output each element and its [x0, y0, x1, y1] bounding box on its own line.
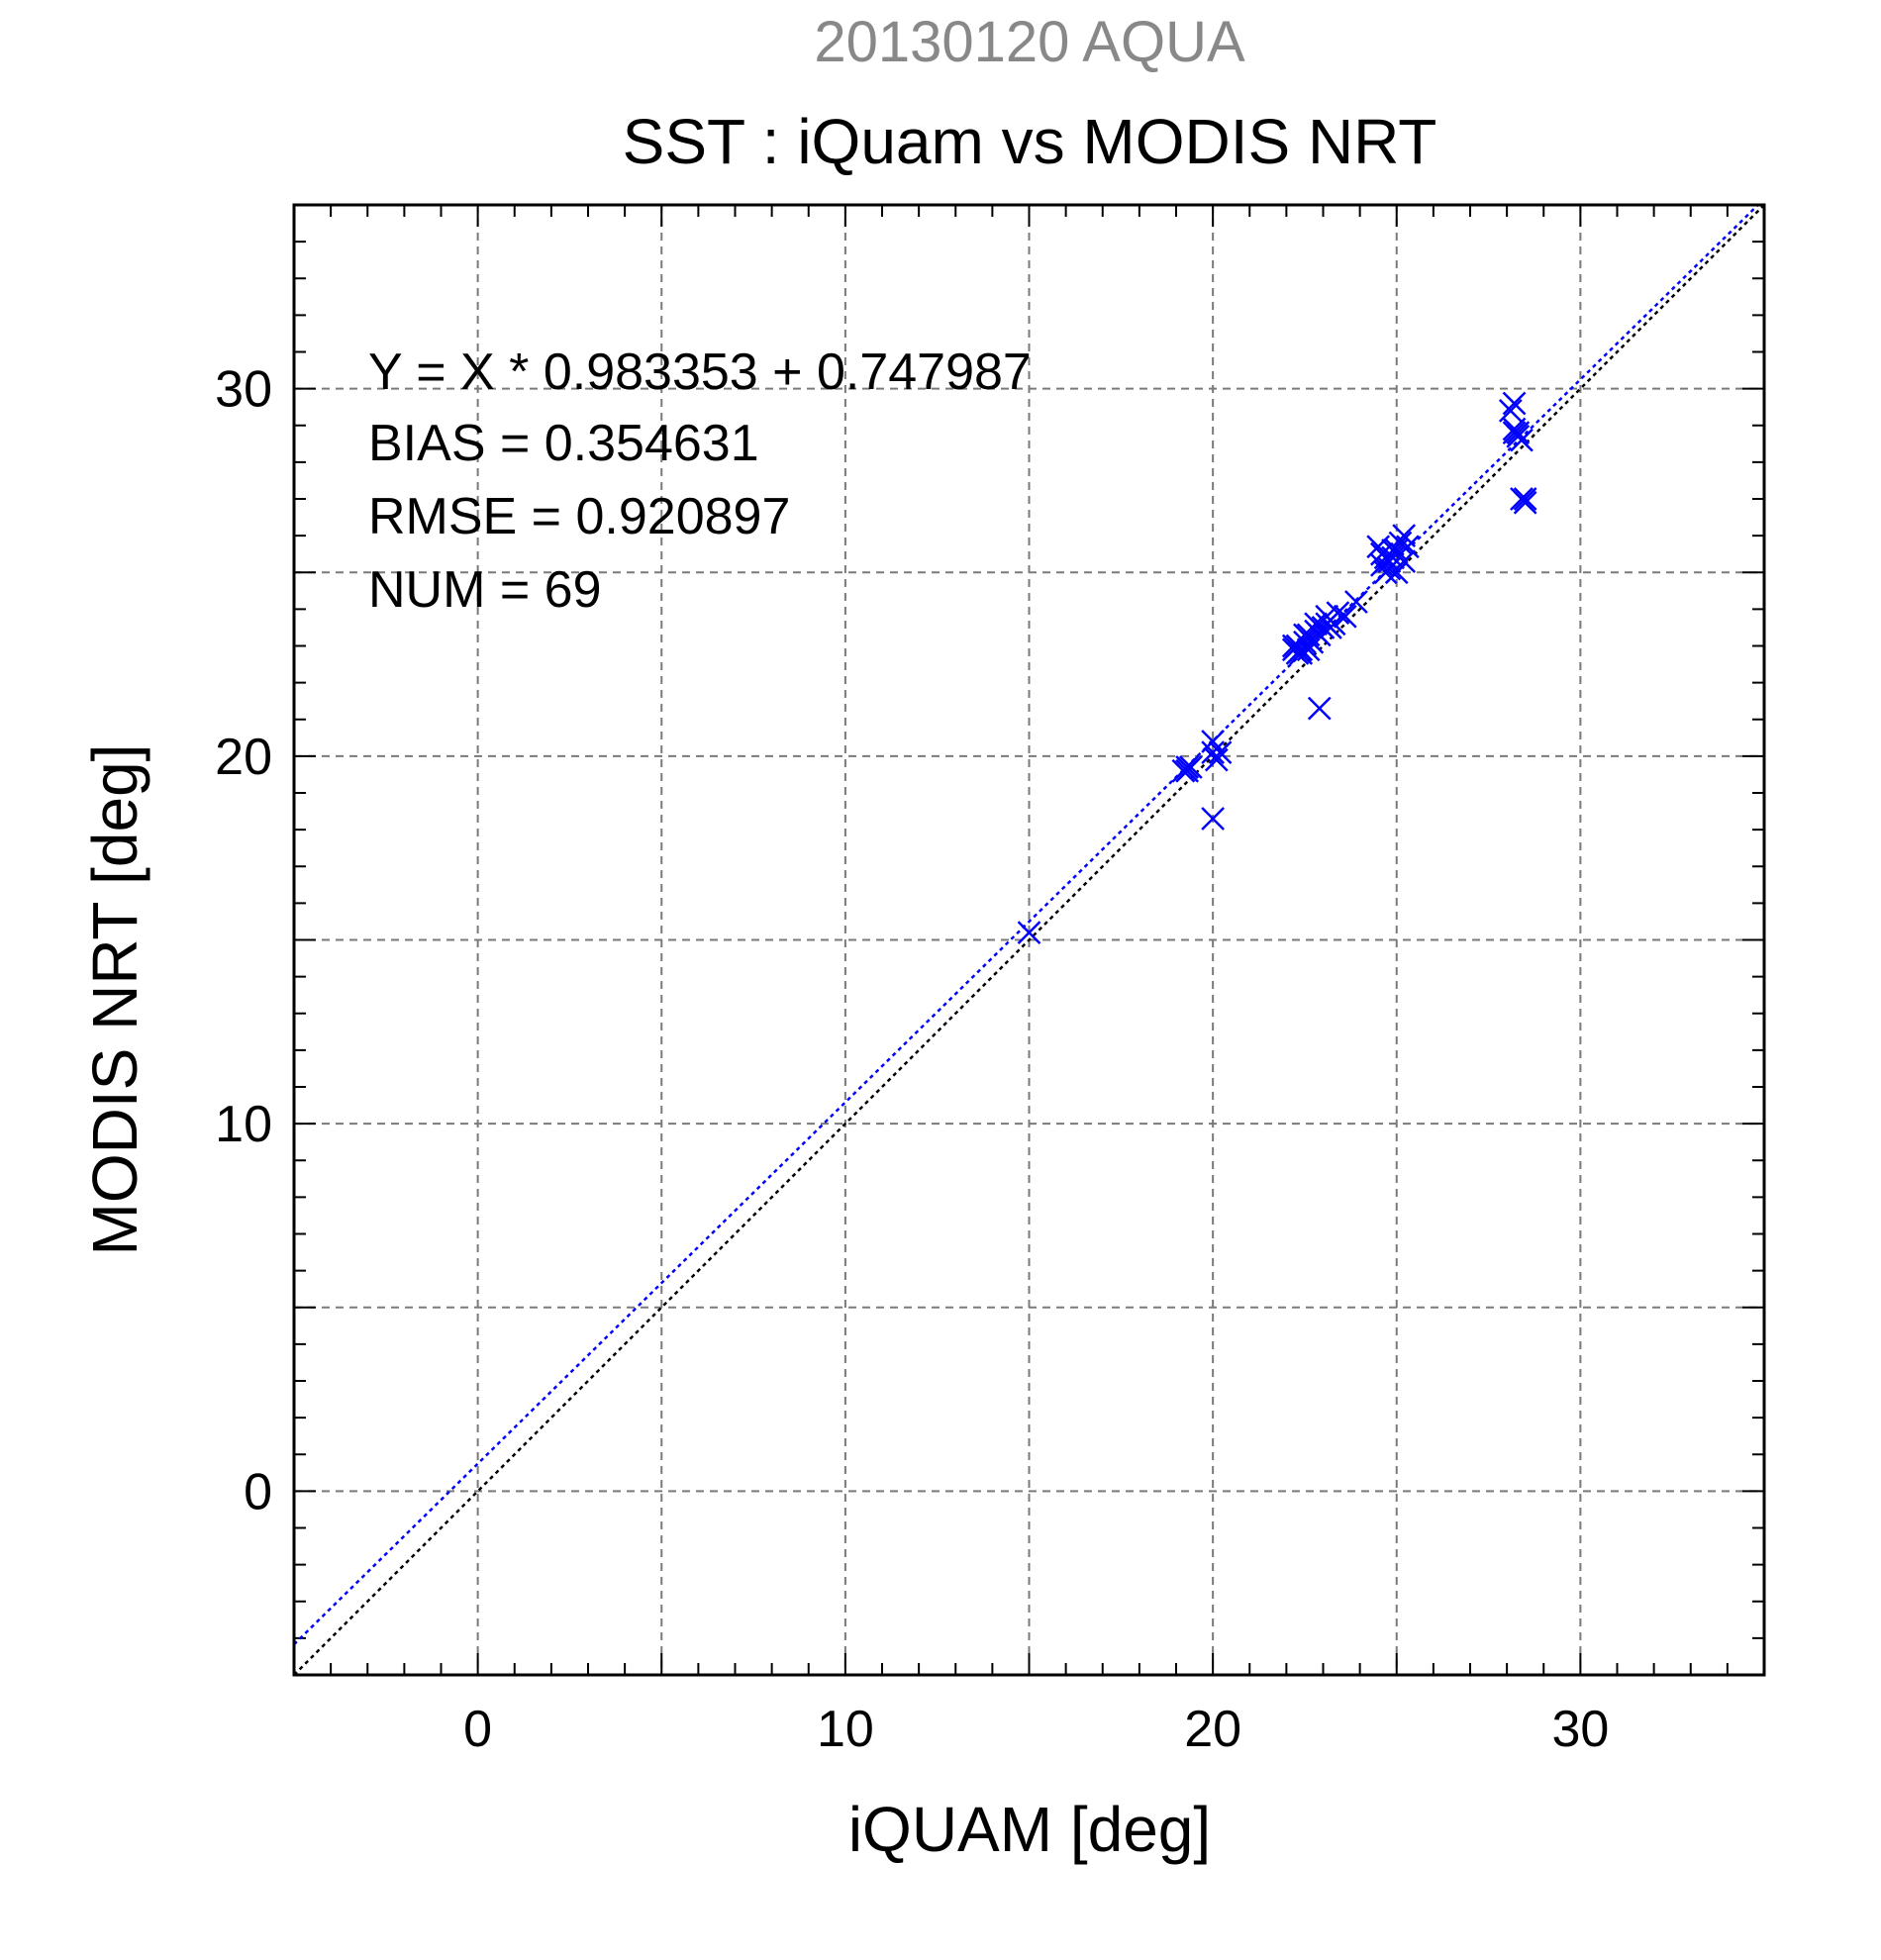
- data-point-stroke: [1296, 637, 1321, 662]
- x-tick-label: 20: [1184, 1701, 1241, 1758]
- data-point-stroke: [1384, 560, 1409, 585]
- data-point: [1513, 487, 1537, 511]
- data-point: [1344, 590, 1368, 614]
- data-point: [1178, 755, 1203, 779]
- x-tick-label: 0: [463, 1701, 492, 1758]
- fit-equation-text: Y = X * 0.983353 + 0.747987: [368, 343, 1032, 401]
- regression-fit-line: [293, 204, 1759, 1646]
- data-points: [1017, 391, 1537, 944]
- x-axis-label: iQUAM [deg]: [848, 1794, 1211, 1865]
- y-tick-label: 20: [215, 729, 272, 786]
- data-point-stroke: [1506, 421, 1531, 445]
- data-point-stroke: [1513, 487, 1537, 511]
- bias-text: BIAS = 0.354631: [368, 415, 759, 472]
- data-point: [1366, 535, 1391, 559]
- chart-subtitle: 20130120 AQUA: [814, 10, 1245, 74]
- data-point: [1017, 921, 1041, 944]
- data-point-stroke: [1201, 807, 1226, 831]
- stats-annotation: Y = X * 0.983353 + 0.747987 BIAS = 0.354…: [368, 343, 1032, 619]
- data-point-stroke: [1381, 545, 1405, 570]
- num-text: NUM = 69: [368, 561, 602, 619]
- data-point: [1326, 601, 1350, 625]
- data-point: [1307, 696, 1332, 721]
- data-point: [1204, 747, 1229, 772]
- data-point-stroke: [1388, 531, 1413, 555]
- x-tick-label: 30: [1551, 1701, 1609, 1758]
- data-point-stroke: [1392, 549, 1417, 573]
- data-point-stroke: [1396, 535, 1420, 559]
- data-point-stroke: [1304, 612, 1328, 637]
- rmse-text: RMSE = 0.920897: [368, 488, 790, 545]
- data-point: [1201, 740, 1226, 765]
- data-point-stroke: [1333, 604, 1357, 629]
- data-point-stroke: [1513, 490, 1537, 515]
- data-point: [1307, 623, 1332, 647]
- data-point: [1289, 637, 1314, 662]
- data-point: [1392, 549, 1417, 573]
- data-point: [1201, 807, 1226, 831]
- data-point-stroke: [1498, 399, 1523, 423]
- y-tick-label: 0: [244, 1463, 272, 1520]
- minor-ticks: [294, 205, 1764, 1675]
- data-point: [1175, 755, 1200, 779]
- y-tick-label: 30: [215, 361, 272, 419]
- plot-frame: [292, 203, 1766, 1677]
- data-point: [1513, 490, 1537, 515]
- data-point-stroke: [1510, 428, 1534, 452]
- tick-labels: 0 10 20 30 0 10 20 30: [215, 361, 1609, 1758]
- data-point-stroke: [1178, 755, 1203, 779]
- y-tick-label: 10: [215, 1096, 272, 1153]
- data-point-stroke: [1326, 601, 1350, 625]
- identity-line: [293, 204, 1765, 1676]
- data-point: [1296, 637, 1321, 662]
- data-point-stroke: [1307, 623, 1332, 647]
- data-point-stroke: [1208, 740, 1233, 765]
- reference-lines: [293, 204, 1765, 1676]
- x-tick-label: 10: [817, 1701, 874, 1758]
- data-point-stroke: [1201, 730, 1226, 753]
- data-point: [1201, 730, 1226, 753]
- data-point: [1506, 421, 1531, 445]
- data-point-stroke: [1289, 637, 1314, 662]
- data-point-stroke: [1204, 747, 1229, 772]
- data-point-stroke: [1201, 740, 1226, 765]
- data-point: [1396, 535, 1420, 559]
- data-point-stroke: [1366, 535, 1391, 559]
- data-point: [1333, 604, 1357, 629]
- data-point: [1498, 399, 1523, 423]
- chart-title: SST : iQuam vs MODIS NRT: [623, 106, 1437, 177]
- data-point-stroke: [1307, 696, 1332, 721]
- data-point: [1208, 740, 1233, 765]
- data-point-stroke: [1392, 524, 1417, 548]
- data-point-stroke: [1017, 921, 1041, 944]
- data-point-stroke: [1502, 391, 1527, 416]
- y-axis-label: MODIS NRT [deg]: [79, 744, 150, 1256]
- data-point: [1502, 391, 1527, 416]
- data-point-stroke: [1344, 590, 1368, 614]
- data-point: [1384, 560, 1409, 585]
- data-point: [1388, 531, 1413, 555]
- data-point-stroke: [1175, 755, 1200, 779]
- data-point: [1510, 428, 1534, 452]
